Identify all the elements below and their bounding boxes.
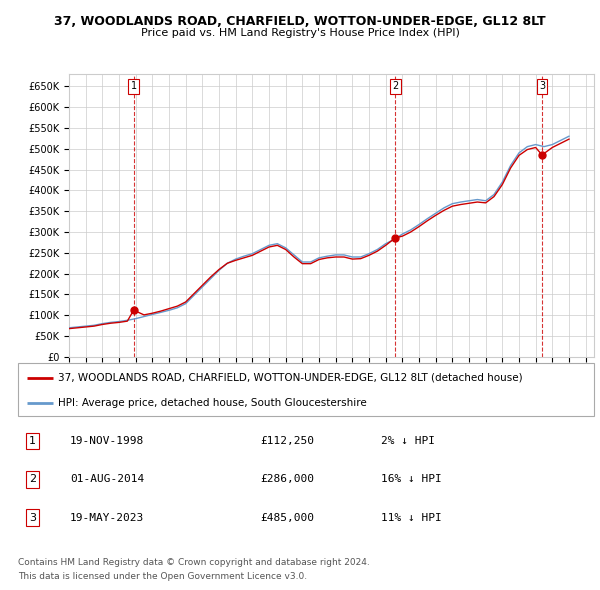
Text: 11% ↓ HPI: 11% ↓ HPI xyxy=(381,513,442,523)
Text: 2: 2 xyxy=(29,474,36,484)
FancyBboxPatch shape xyxy=(18,363,594,416)
Text: £286,000: £286,000 xyxy=(260,474,314,484)
Text: 19-NOV-1998: 19-NOV-1998 xyxy=(70,436,144,446)
Text: £485,000: £485,000 xyxy=(260,513,314,523)
Text: 3: 3 xyxy=(29,513,36,523)
Text: 37, WOODLANDS ROAD, CHARFIELD, WOTTON-UNDER-EDGE, GL12 8LT (detached house): 37, WOODLANDS ROAD, CHARFIELD, WOTTON-UN… xyxy=(58,373,523,383)
Text: 2: 2 xyxy=(392,81,398,91)
Text: £112,250: £112,250 xyxy=(260,436,314,446)
Text: 01-AUG-2014: 01-AUG-2014 xyxy=(70,474,144,484)
Text: This data is licensed under the Open Government Licence v3.0.: This data is licensed under the Open Gov… xyxy=(18,572,307,581)
Text: HPI: Average price, detached house, South Gloucestershire: HPI: Average price, detached house, Sout… xyxy=(58,398,367,408)
Text: 19-MAY-2023: 19-MAY-2023 xyxy=(70,513,144,523)
Text: 3: 3 xyxy=(539,81,545,91)
Text: 37, WOODLANDS ROAD, CHARFIELD, WOTTON-UNDER-EDGE, GL12 8LT: 37, WOODLANDS ROAD, CHARFIELD, WOTTON-UN… xyxy=(54,15,546,28)
Text: 16% ↓ HPI: 16% ↓ HPI xyxy=(381,474,442,484)
Text: Price paid vs. HM Land Registry's House Price Index (HPI): Price paid vs. HM Land Registry's House … xyxy=(140,28,460,38)
Text: 1: 1 xyxy=(131,81,137,91)
Text: 1: 1 xyxy=(29,436,36,446)
Text: 2% ↓ HPI: 2% ↓ HPI xyxy=(381,436,435,446)
Text: Contains HM Land Registry data © Crown copyright and database right 2024.: Contains HM Land Registry data © Crown c… xyxy=(18,558,370,566)
